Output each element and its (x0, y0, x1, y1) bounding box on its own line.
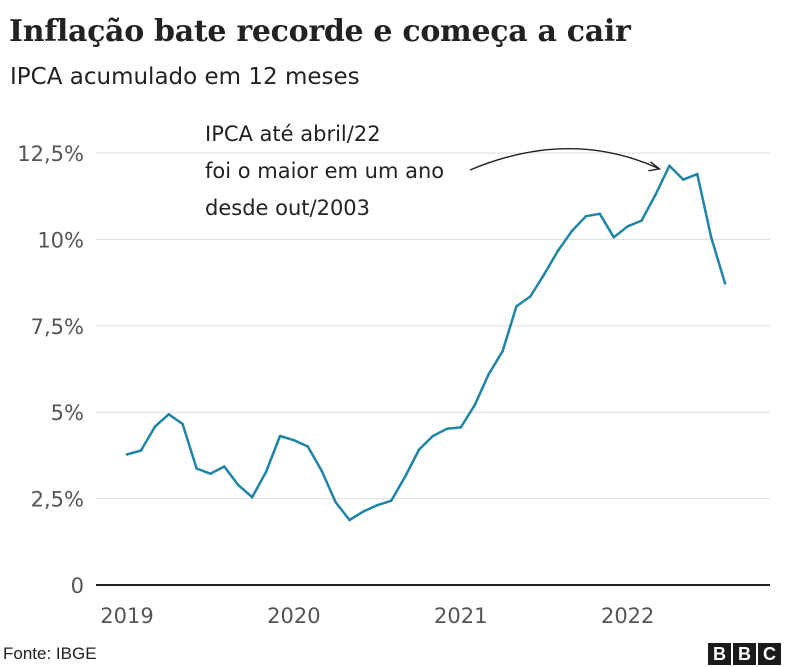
data-point (167, 413, 170, 416)
x-axis-tick-labels: 2019 2020 2021 2022 (100, 604, 654, 628)
series-layer (125, 164, 727, 522)
data-point (431, 434, 435, 438)
x-tick-label: 2019 (100, 604, 153, 628)
data-point (320, 469, 324, 473)
data-point (195, 467, 198, 470)
data-point (723, 282, 727, 285)
data-point (334, 500, 337, 504)
data-point (125, 453, 129, 456)
data-point (264, 470, 268, 474)
bbc-logo: B B C (708, 643, 781, 665)
data-point (362, 510, 365, 513)
annotation-line-1: IPCA até abril/22 (205, 122, 381, 146)
x-tick-label: 2020 (267, 604, 320, 628)
data-point (542, 273, 546, 276)
x-tick-label: 2022 (601, 604, 654, 628)
data-point (626, 225, 629, 228)
bbc-logo-block-b1: B (708, 643, 731, 665)
data-point (278, 434, 282, 438)
data-point (139, 449, 143, 452)
data-point (570, 229, 574, 233)
annotation: IPCA até abril/22 foi o maior em um ano … (205, 122, 662, 220)
data-point (473, 404, 476, 407)
data-point (654, 193, 657, 196)
bbc-logo-block-c: C (758, 643, 781, 665)
data-point (668, 164, 671, 168)
data-point (612, 236, 616, 239)
annotation-arrowhead (648, 161, 662, 172)
chart-subtitle: IPCA acumulado em 12 meses (10, 64, 360, 90)
data-point (640, 219, 643, 222)
y-tick-label: 12,5% (17, 142, 84, 166)
data-point (403, 475, 407, 478)
data-point (556, 249, 560, 252)
data-point (696, 172, 699, 176)
data-point (709, 235, 713, 239)
data-point (417, 448, 421, 451)
annotation-arrow (469, 148, 660, 171)
grid-lines (96, 152, 770, 586)
y-tick-label: 2,5% (31, 488, 84, 512)
data-point (529, 295, 532, 298)
annotation-line-2: foi o maior em um ano (205, 159, 444, 183)
data-point (459, 426, 463, 429)
data-point (584, 214, 588, 218)
data-point (501, 350, 504, 353)
data-point (292, 438, 296, 442)
data-point (682, 178, 685, 181)
x-tick-label: 2021 (434, 604, 487, 628)
data-point (153, 425, 157, 429)
data-point (598, 212, 602, 216)
y-tick-label: 10% (37, 228, 84, 252)
data-point (389, 499, 393, 503)
data-point (250, 495, 254, 499)
data-point (181, 422, 184, 426)
y-tick-label: 0 (71, 574, 84, 598)
line-chart: 0 2,5% 5% 7,5% 10% 12,5% 2019 2020 2021 2022 IPC… (17, 122, 770, 628)
data-point (223, 465, 226, 468)
data-point (376, 503, 379, 507)
annotation-line-3: desde out/2003 (205, 196, 370, 220)
y-tick-label: 7,5% (31, 315, 84, 339)
source-note: Fonte: IBGE (3, 644, 97, 663)
data-point (515, 305, 518, 308)
data-point (237, 483, 240, 487)
bbc-logo-block-b2: B (733, 643, 756, 665)
data-point (487, 372, 491, 376)
series-line-ipca (125, 164, 727, 522)
y-tick-label: 5% (51, 401, 84, 425)
y-axis-tick-labels: 0 2,5% 5% 7,5% 10% 12,5% (17, 142, 84, 598)
data-point (306, 445, 310, 448)
data-point (445, 427, 449, 431)
chart-title: Inflação bate recorde e começa a cair (9, 14, 631, 49)
data-point (348, 518, 351, 522)
data-point (209, 472, 212, 476)
